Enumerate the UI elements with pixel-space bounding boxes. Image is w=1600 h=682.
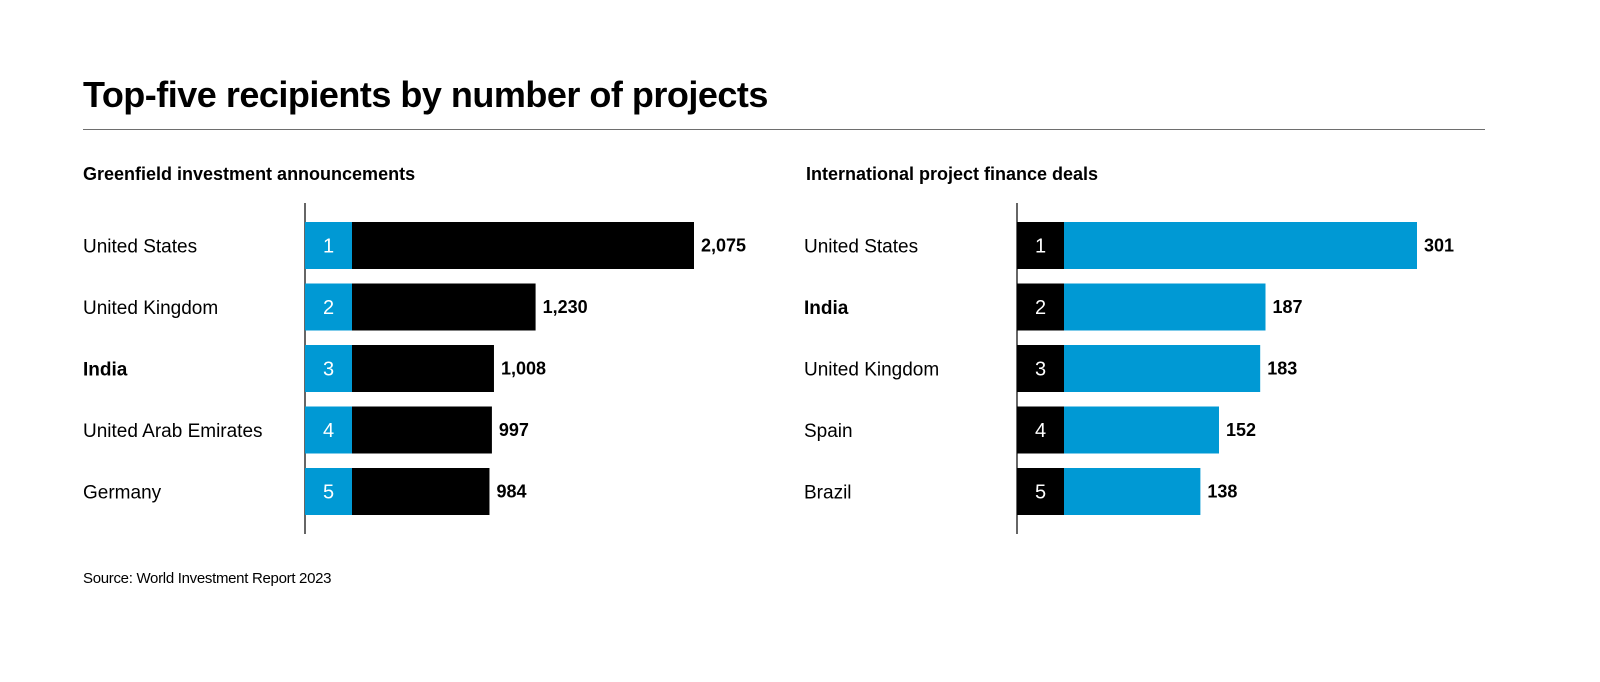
greenfield-rank-box [305, 468, 352, 515]
project-finance-rank-box [1017, 283, 1064, 331]
left-panel-title: Greenfield investment announcements [83, 164, 416, 184]
greenfield-rank-box [305, 406, 352, 454]
right-panel-title: International project finance deals [806, 164, 1099, 184]
project-finance-category-label: United Kingdom [804, 360, 939, 381]
project-finance-value-label: 138 [1207, 482, 1237, 502]
project-finance-rank-number: 5 [1035, 482, 1046, 504]
greenfield-value-label: 984 [496, 482, 526, 502]
project-finance-value-label: 301 [1424, 236, 1454, 256]
greenfield-rank-box [305, 345, 352, 392]
project-finance-rank-number: 4 [1035, 420, 1046, 442]
greenfield-rank-box [305, 283, 352, 331]
project-finance-category-label: United States [804, 237, 918, 258]
project-finance-rank-box [1017, 345, 1064, 392]
greenfield-rank-number: 4 [323, 420, 334, 442]
greenfield-value-label: 2,075 [701, 236, 746, 256]
greenfield-category-label: United Arab Emirates [83, 421, 263, 442]
greenfield-category-label: Germany [83, 483, 162, 504]
project-finance-category-label: Brazil [804, 483, 852, 504]
source-note: Source: World Investment Report 2023 [83, 570, 332, 587]
greenfield-rank-number: 5 [323, 482, 334, 504]
project-finance-rank-box [1017, 222, 1064, 269]
project-finance-rank-box [1017, 468, 1064, 515]
greenfield-rank-number: 2 [323, 297, 334, 319]
project-finance-value-label: 152 [1226, 420, 1256, 440]
greenfield-rank-number: 3 [323, 359, 334, 381]
project-finance-rank-number: 2 [1035, 297, 1046, 319]
greenfield-value-label: 1,230 [543, 297, 588, 317]
project-finance-rank-box [1017, 406, 1064, 454]
project-finance-value-label: 183 [1267, 359, 1297, 379]
project-finance-bar [1017, 222, 1417, 269]
chart-title: Top-five recipients by number of project… [83, 74, 768, 115]
project-finance-category-label: Spain [804, 421, 853, 442]
greenfield-bar [305, 222, 694, 269]
greenfield-category-label: India [83, 360, 128, 381]
greenfield-rank-number: 1 [323, 236, 334, 258]
title-divider [83, 129, 1485, 130]
greenfield-value-label: 1,008 [501, 359, 546, 379]
project-finance-category-label: India [804, 298, 849, 319]
greenfield-rank-box [305, 222, 352, 269]
project-finance-rank-number: 3 [1035, 359, 1046, 381]
greenfield-value-label: 997 [499, 420, 529, 440]
greenfield-category-label: United Kingdom [83, 298, 218, 319]
project-finance-rank-number: 1 [1035, 236, 1046, 258]
greenfield-category-label: United States [83, 237, 197, 258]
project-finance-value-label: 187 [1273, 297, 1303, 317]
